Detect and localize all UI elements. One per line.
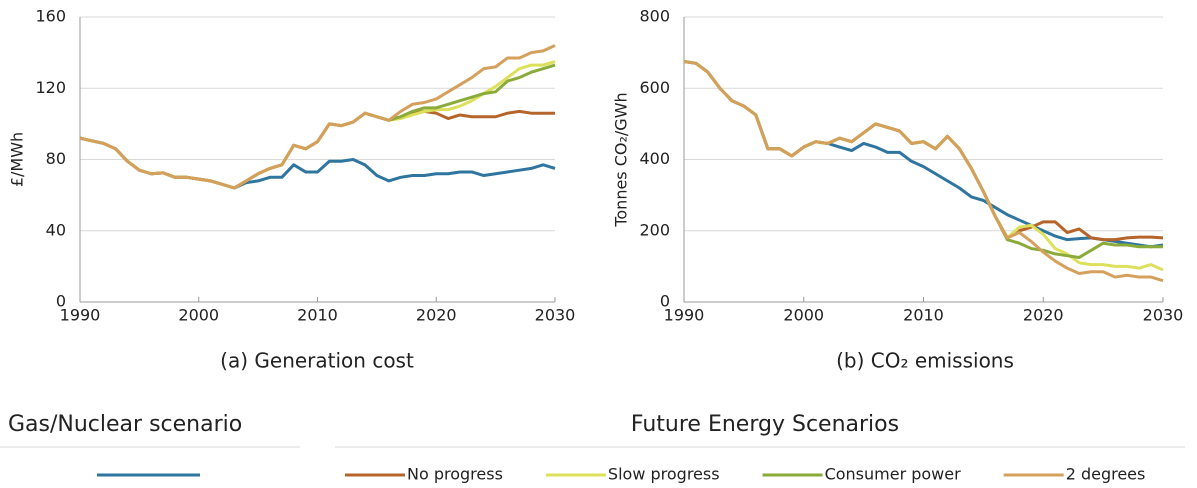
y-tick-label: 400 (639, 149, 670, 168)
legend-label: 2 degrees (1066, 465, 1146, 484)
y-tick-label: 200 (639, 220, 670, 239)
series-line (79, 63, 556, 190)
chart-caption: (a) Generation cost (220, 349, 414, 373)
y-tick-label: 800 (639, 7, 670, 26)
x-tick-label: 1990 (664, 306, 705, 325)
chart-caption: (b) CO₂ emissions (836, 349, 1014, 373)
y-tick-label: 0 (56, 292, 66, 311)
x-tick-label: 2020 (416, 306, 457, 325)
x-tick-label: 2000 (783, 306, 824, 325)
y-tick-label: 120 (35, 78, 66, 97)
y-tick-label: 0 (660, 292, 670, 311)
x-tick-label: 2030 (1143, 306, 1184, 325)
legend-group-title: Future Energy Scenarios (631, 412, 899, 437)
x-tick-label: 2010 (903, 306, 944, 325)
series-line (79, 44, 556, 190)
x-tick-label: 2030 (535, 306, 576, 325)
y-tick-label: 80 (46, 149, 66, 168)
legend-label: Slow progress (608, 465, 720, 484)
series-line (683, 60, 1164, 249)
y-tick-label: 600 (639, 78, 670, 97)
y-axis-label: Tonnes CO₂/GWh (612, 92, 631, 227)
x-tick-label: 2000 (178, 306, 219, 325)
y-axis-label: £/MWh (8, 132, 27, 187)
y-tick-label: 40 (46, 220, 66, 239)
legend-label: Consumer power (825, 465, 962, 484)
legend-group-title: Gas/Nuclear scenario (8, 412, 242, 437)
y-tick-label: 160 (35, 7, 66, 26)
legend-label: No progress (407, 465, 503, 484)
x-tick-label: 1990 (60, 306, 101, 325)
x-tick-label: 2010 (297, 306, 338, 325)
series-line (79, 60, 556, 190)
series-line (79, 136, 556, 190)
x-tick-label: 2020 (1023, 306, 1064, 325)
series-line (683, 60, 1164, 283)
